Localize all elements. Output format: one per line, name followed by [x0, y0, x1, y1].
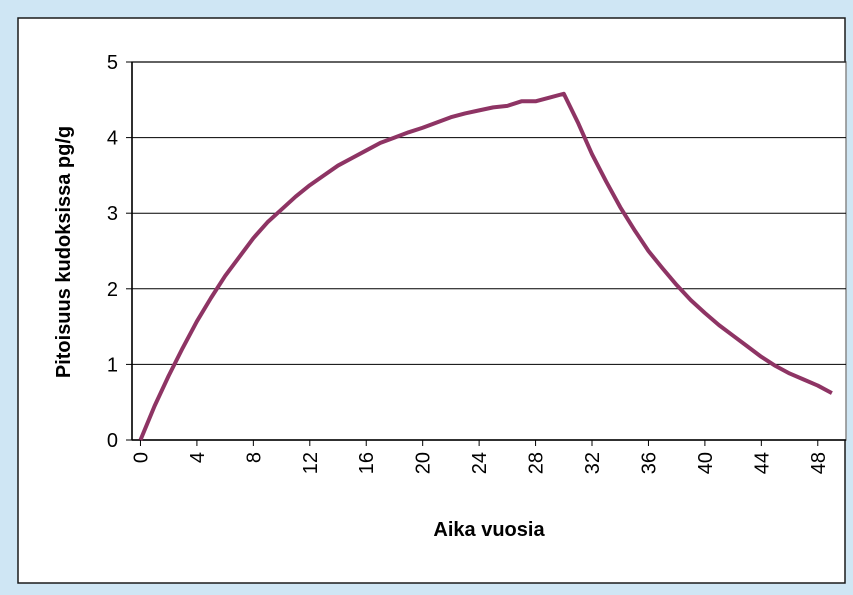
- x-tick-label: 44: [751, 452, 773, 474]
- y-tick-label: 4: [107, 128, 118, 150]
- x-tick-label: 12: [300, 452, 322, 474]
- y-tick-label: 1: [107, 354, 118, 376]
- x-tick-label: 20: [413, 452, 435, 474]
- x-tick-label: 4: [187, 452, 209, 463]
- x-axis-label: Aika vuosia: [433, 519, 545, 541]
- plot-background: [131, 61, 847, 441]
- y-tick-label: 5: [107, 52, 118, 74]
- x-tick-label: 48: [808, 452, 830, 474]
- x-tick-label: 40: [695, 452, 717, 474]
- x-tick-label: 24: [469, 452, 491, 474]
- x-tick-label: 16: [356, 452, 378, 474]
- x-tick-label: 36: [638, 452, 660, 474]
- y-tick-label: 2: [107, 279, 118, 301]
- x-tick-label: 0: [130, 452, 152, 463]
- y-tick-label: 0: [107, 430, 118, 452]
- x-tick-label: 28: [526, 452, 548, 474]
- x-tick-label: 8: [243, 452, 265, 463]
- y-axis-label: Pitoisuus kudoksissa pg/g: [53, 126, 75, 378]
- data-line: [138, 91, 833, 441]
- x-tick-label: 32: [582, 452, 604, 474]
- y-tick-label: 3: [107, 203, 118, 225]
